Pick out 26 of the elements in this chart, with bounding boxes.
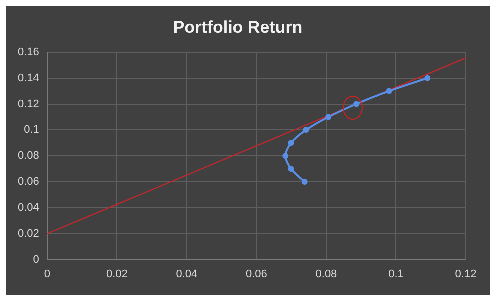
y-tick-label: 0 [33,254,40,266]
y-tick-label: 0.14 [18,72,40,84]
y-tick-label: 0.12 [18,98,40,110]
point [326,114,332,120]
x-tick-label: 0.1 [388,268,404,280]
x-tick-label: 0.06 [246,268,268,280]
x-tick-label: 0.12 [455,268,477,280]
y-tick-label: 0.08 [18,150,40,162]
point [386,88,392,94]
x-tick-label: 0 [44,268,50,280]
chart-title: Portfolio Return [173,18,303,37]
y-tick-label: 0.04 [18,202,40,214]
x-tick-label: 0.08 [316,268,338,280]
y-tick-label: 0.02 [18,228,40,240]
point [302,179,308,186]
point [424,75,431,82]
point [288,140,294,146]
y-tick-label: 0.1 [24,124,40,136]
y-tick-label: 0.06 [18,176,40,188]
point [353,101,360,108]
y-tick-label: 0.16 [18,46,40,58]
point [303,127,310,134]
x-tick-label: 0.04 [176,268,198,280]
point [282,153,289,160]
x-tick-label: 0.02 [106,268,128,280]
point [288,166,294,172]
